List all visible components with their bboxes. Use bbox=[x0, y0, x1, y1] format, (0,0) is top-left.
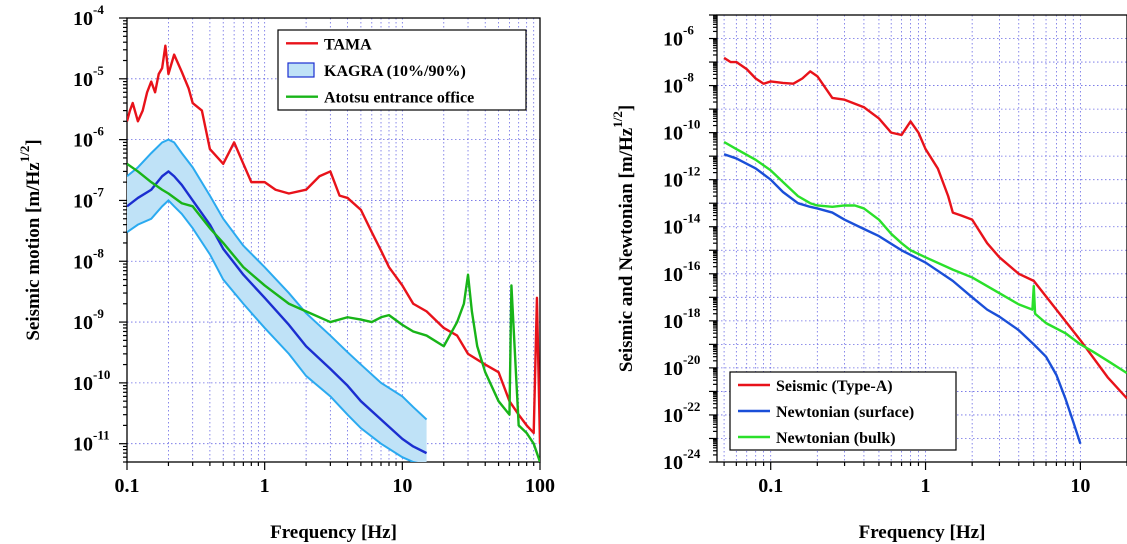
y-tick-exponent: -4 bbox=[93, 2, 104, 17]
kagra-90-line bbox=[127, 138, 428, 421]
y-tick-base: 10 bbox=[663, 170, 683, 192]
y-tick-label: 10 bbox=[73, 251, 93, 273]
y-tick-label: 10 bbox=[663, 29, 683, 51]
y-tick-base: 10 bbox=[73, 251, 93, 273]
series-line-3 bbox=[723, 140, 1127, 375]
y-axis-title-sup: 1/2 bbox=[17, 146, 32, 163]
y-tick-base: 10 bbox=[663, 264, 683, 286]
y-axis-title: Seismic motion [m/Hz1/2] bbox=[17, 139, 44, 340]
y-tick-base: 10 bbox=[663, 311, 683, 333]
y-tick-label: 10 bbox=[73, 130, 93, 152]
x-tick-label: 0.1 bbox=[115, 475, 140, 497]
legend-label: Newtonian (bulk) bbox=[776, 430, 896, 447]
y-tick-exponent: -18 bbox=[683, 305, 701, 320]
y-tick-label: 10 bbox=[73, 69, 93, 91]
y-axis-title-end: ] bbox=[616, 105, 637, 111]
y-tick-label: 10 bbox=[663, 170, 683, 192]
y-tick-label: 10 bbox=[663, 311, 683, 333]
legend: TAMA KAGRA (10%/90%) Atotsu entrance offic… bbox=[277, 29, 527, 111]
y-tick-base: 10 bbox=[663, 29, 683, 51]
y-tick-exponent: -8 bbox=[93, 245, 104, 260]
x-axis-title: Frequency [Hz] bbox=[859, 522, 986, 543]
series-line-3 bbox=[127, 162, 540, 462]
y-tick-exponent: -16 bbox=[683, 258, 701, 273]
x-tick-label: 0.1 bbox=[758, 475, 783, 497]
legend-label: Seismic (Type-A) bbox=[776, 378, 893, 395]
y-axis-title-main: Seismic motion [m/Hz bbox=[23, 162, 44, 341]
y-tick-base: 10 bbox=[663, 217, 683, 239]
y-axis-title: Seismic and Newtonian [m/Hz1/2] bbox=[610, 105, 637, 372]
y-tick-exponent: -7 bbox=[93, 184, 104, 199]
y-tick-exponent: -10 bbox=[93, 367, 110, 382]
y-tick-base: 10 bbox=[73, 130, 93, 152]
y-tick-label: 10 bbox=[73, 312, 93, 334]
legend-box bbox=[277, 29, 527, 111]
y-tick-base: 10 bbox=[73, 312, 93, 334]
legend-label: KAGRA (10%/90%) bbox=[324, 63, 466, 80]
x-tick-label: 100 bbox=[525, 475, 555, 497]
y-tick-exponent: -9 bbox=[93, 306, 104, 321]
series-line-2 bbox=[723, 153, 1082, 445]
y-tick-base: 10 bbox=[73, 434, 93, 456]
series-line-2 bbox=[127, 170, 428, 455]
legend-label: Newtonian (surface) bbox=[776, 404, 914, 421]
y-tick-exponent: -22 bbox=[683, 399, 700, 414]
plot-area bbox=[723, 56, 1127, 445]
x-tick-label: 10 bbox=[392, 475, 412, 497]
y-tick-label: 10 bbox=[663, 264, 683, 286]
y-tick-base: 10 bbox=[73, 190, 93, 212]
y-tick-exponent: -10 bbox=[683, 117, 700, 132]
x-axis-title: Frequency [Hz] bbox=[270, 522, 397, 543]
y-tick-exponent: -24 bbox=[683, 446, 701, 461]
chart-panel-1: 0.1 1 10 10010-410-510-610-710-810-910-1010… bbox=[17, 2, 555, 543]
y-axis-title-end: ] bbox=[23, 139, 44, 145]
y-tick-exponent: -11 bbox=[93, 428, 110, 443]
legend: Seismic (Type-A) Newtonian (surface) Newto… bbox=[729, 371, 957, 451]
y-tick-base: 10 bbox=[663, 123, 683, 145]
y-tick-base: 10 bbox=[73, 8, 93, 30]
series-line-1 bbox=[723, 56, 1127, 400]
y-tick-label: 10 bbox=[73, 190, 93, 212]
series-line-1 bbox=[127, 44, 540, 444]
y-tick-base: 10 bbox=[73, 373, 93, 395]
y-tick-label: 10 bbox=[663, 123, 683, 145]
plot-frame bbox=[126, 17, 541, 463]
y-tick-exponent: -6 bbox=[683, 23, 694, 38]
legend-swatch bbox=[287, 62, 315, 78]
y-axis-title-sup: 1/2 bbox=[610, 111, 625, 128]
y-tick-label: 10 bbox=[663, 405, 683, 427]
y-tick-exponent: -12 bbox=[683, 164, 700, 179]
y-tick-label: 10 bbox=[663, 76, 683, 98]
y-tick-base: 10 bbox=[663, 76, 683, 98]
y-tick-exponent: -5 bbox=[93, 63, 104, 78]
y-tick-base: 10 bbox=[73, 69, 93, 91]
y-tick-exponent: -8 bbox=[683, 70, 694, 85]
kagra-10-line bbox=[127, 199, 419, 462]
y-tick-base: 10 bbox=[663, 358, 683, 380]
y-tick-base: 10 bbox=[663, 452, 683, 474]
y-tick-exponent: -14 bbox=[683, 211, 701, 226]
kagra-band-fill bbox=[127, 139, 427, 462]
y-tick-label: 10 bbox=[663, 452, 683, 474]
y-tick-base: 10 bbox=[663, 405, 683, 427]
y-tick-exponent: -20 bbox=[683, 352, 700, 367]
legend-label: TAMA bbox=[324, 36, 372, 53]
plot-frame bbox=[716, 14, 1127, 463]
x-tick-label: 10 bbox=[1070, 475, 1090, 497]
x-tick-label: 1 bbox=[921, 475, 931, 497]
y-tick-label: 10 bbox=[663, 217, 683, 239]
y-tick-label: 10 bbox=[73, 8, 93, 30]
y-tick-label: 10 bbox=[663, 358, 683, 380]
x-tick-label: 1 bbox=[260, 475, 270, 497]
y-axis-title-main: Seismic and Newtonian [m/Hz bbox=[616, 127, 637, 372]
y-tick-exponent: -6 bbox=[93, 124, 104, 139]
y-tick-label: 10 bbox=[73, 373, 93, 395]
legend-label: Atotsu entrance office bbox=[324, 90, 474, 107]
plot-area bbox=[127, 44, 540, 462]
y-tick-label: 10 bbox=[73, 434, 93, 456]
